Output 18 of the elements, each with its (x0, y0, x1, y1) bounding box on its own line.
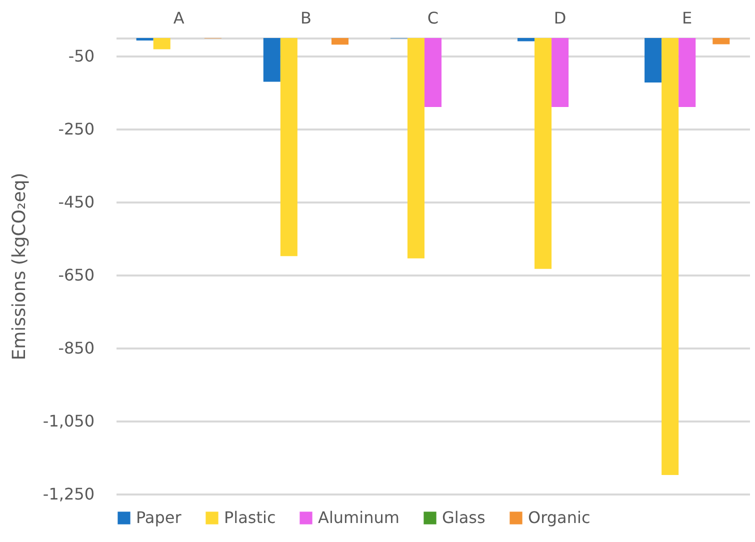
y-tick-label: -50 (68, 46, 94, 66)
y-tick-label: -1,250 (42, 484, 94, 504)
x-tick-label: A (173, 8, 184, 28)
y-tick-label: -650 (58, 266, 94, 285)
legend-label: Paper (136, 508, 182, 527)
legend-label: Aluminum (318, 508, 400, 527)
legend-label: Organic (528, 508, 590, 527)
x-tick-label: D (554, 8, 566, 28)
y-tick-label: -250 (58, 120, 94, 139)
y-axis-title: Emissions (kgCO₂eq) (8, 172, 30, 360)
x-tick-label: B (300, 8, 312, 28)
x-tick-label: E (682, 8, 692, 28)
y-tick-label: -450 (58, 192, 94, 212)
legend-label: Glass (442, 508, 486, 527)
y-tick-label: -1,050 (42, 412, 94, 431)
y-tick-label: -850 (58, 338, 94, 358)
legend-label: Plastic (224, 508, 276, 527)
x-tick-label: C (427, 8, 439, 28)
